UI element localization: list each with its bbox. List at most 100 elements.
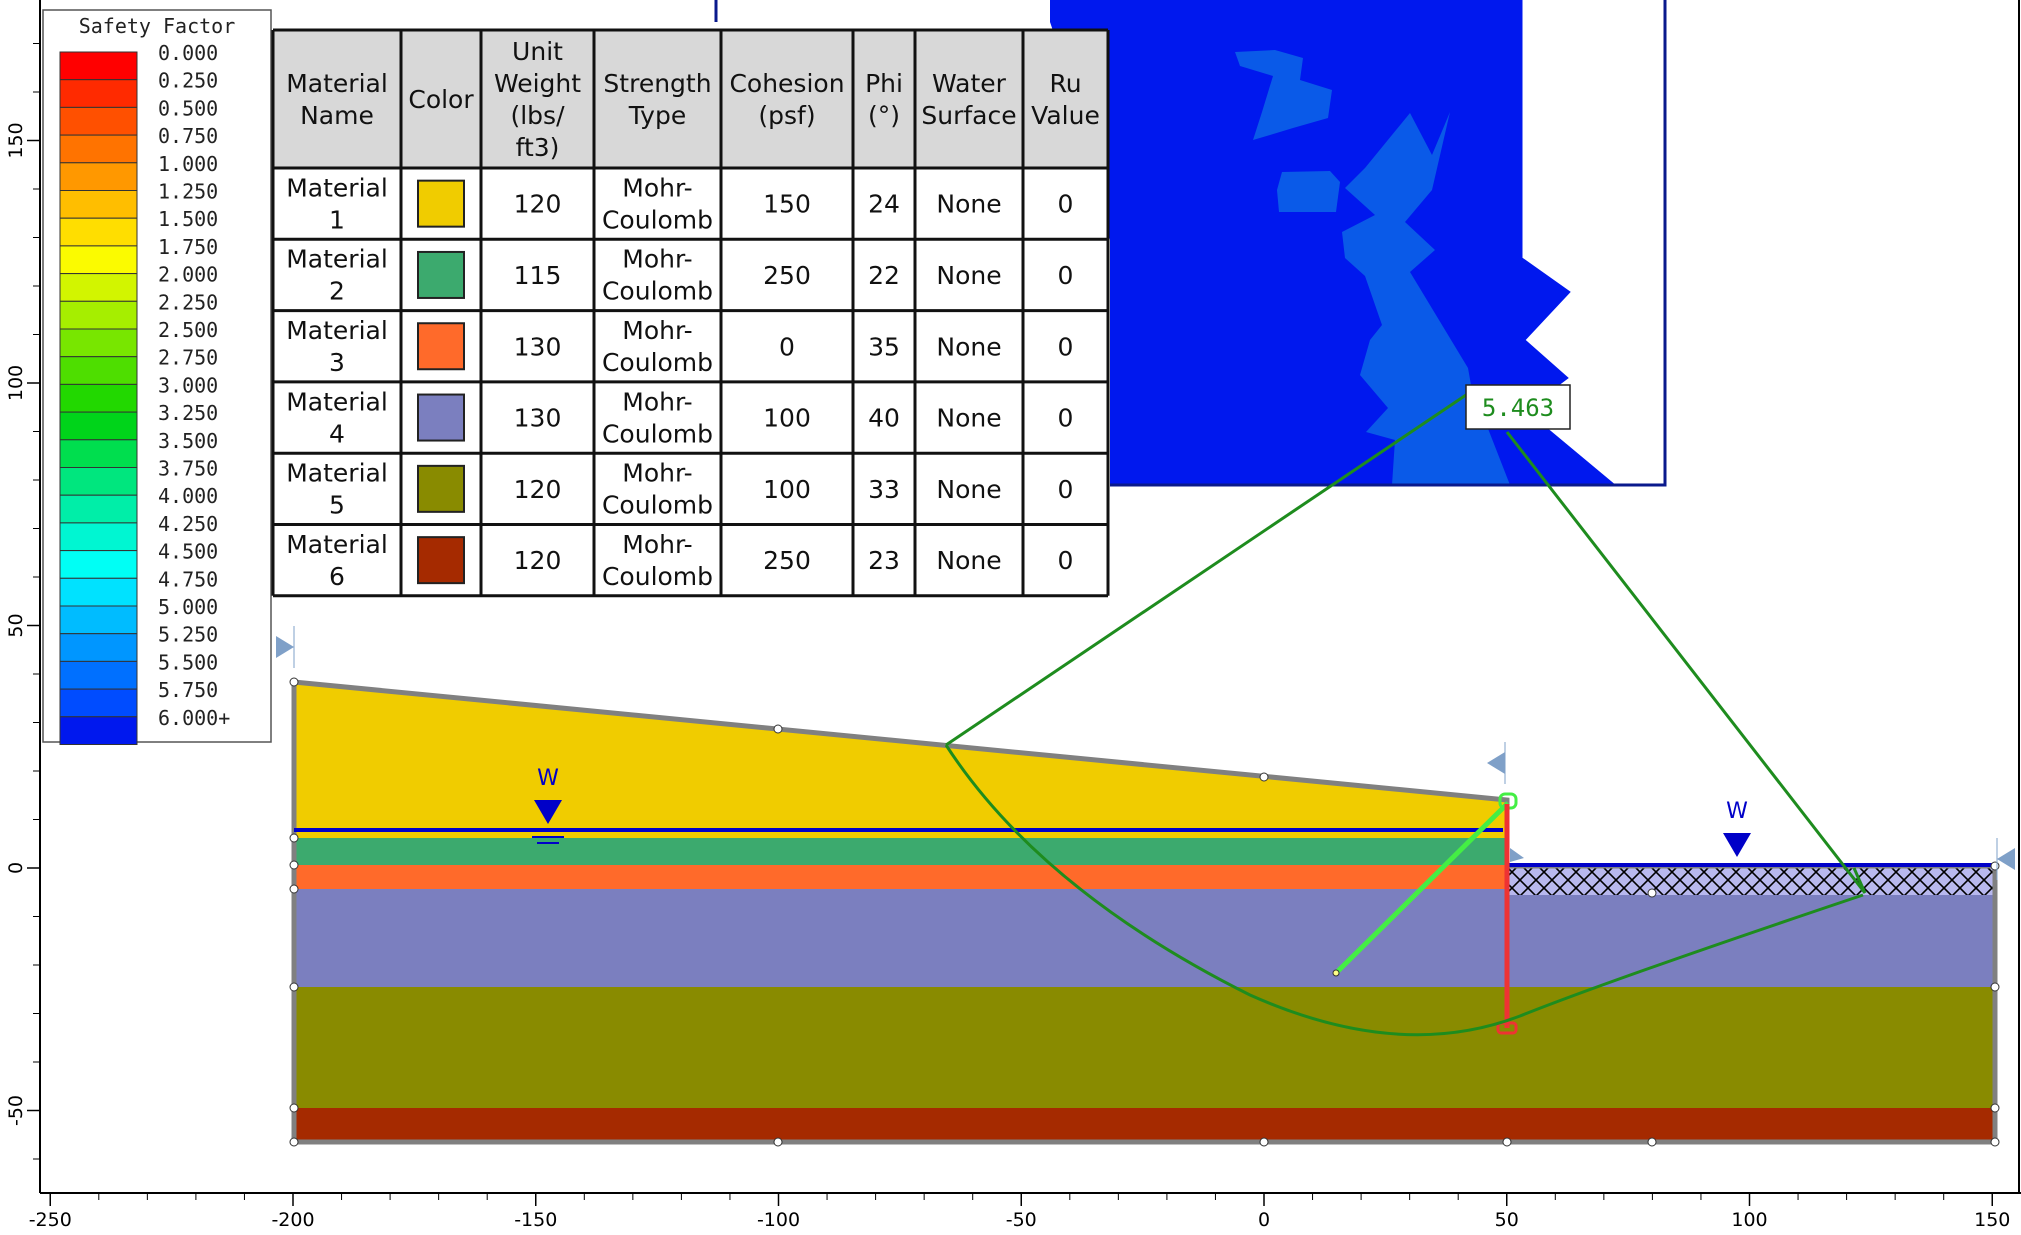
table-cell-text: Material Name bbox=[286, 69, 388, 130]
legend-label: 3.500 bbox=[158, 429, 218, 453]
x-tick-label: 0 bbox=[1258, 1209, 1270, 1231]
material-1-strip bbox=[294, 828, 1507, 838]
legend-swatch bbox=[59, 716, 138, 745]
table-cell-text: 22 bbox=[868, 261, 900, 290]
legend-swatch bbox=[59, 300, 138, 330]
water-marker-left: W bbox=[532, 766, 564, 844]
table-cell-text: Material 6 bbox=[286, 530, 388, 591]
legend-swatch bbox=[59, 688, 138, 718]
axes-frame bbox=[39, 0, 2021, 1194]
y-axis: 150 100 50 0 -50 bbox=[5, 43, 40, 1160]
table-cell-text: 120 bbox=[514, 546, 562, 575]
legend-label: 0.500 bbox=[158, 96, 218, 120]
table-cell-text: Material 3 bbox=[286, 316, 388, 377]
legend-swatch bbox=[59, 660, 138, 690]
table-cell-text: None bbox=[936, 404, 1001, 433]
legend-swatch bbox=[59, 134, 138, 164]
safety-factor-box bbox=[1465, 384, 1571, 430]
table-cell-text: Ru Value bbox=[1031, 69, 1100, 130]
legend-swatch bbox=[59, 106, 138, 136]
legend-swatch bbox=[59, 411, 138, 441]
material-color-swatch bbox=[417, 322, 465, 371]
table-cell-text: Mohr-Coulomb bbox=[602, 387, 713, 448]
x-tick-label: -200 bbox=[271, 1209, 314, 1231]
legend-label: 4.000 bbox=[158, 484, 218, 508]
legend-label: 5.000 bbox=[158, 595, 218, 619]
y-tick-label: 0 bbox=[5, 862, 27, 874]
legend-label: 5.500 bbox=[158, 650, 218, 674]
table-cell-text: 24 bbox=[868, 190, 900, 219]
table-cell-text: None bbox=[936, 190, 1001, 219]
slip-arc bbox=[944, 744, 1864, 1037]
anchor-support bbox=[1334, 801, 1510, 975]
legend-label: 4.500 bbox=[158, 540, 218, 564]
legend-swatch bbox=[59, 439, 138, 468]
x-tick-label: -150 bbox=[514, 1209, 557, 1231]
grid-contour-middle bbox=[1277, 171, 1340, 212]
soil-profile bbox=[276, 626, 2015, 1147]
legend-swatch bbox=[59, 51, 138, 81]
table-cell-text: 0 bbox=[1058, 190, 1074, 219]
water-marker-label: W bbox=[1726, 799, 1748, 824]
legend-swatch bbox=[59, 356, 138, 385]
legend-label: 3.750 bbox=[158, 457, 218, 481]
legend-label: 2.750 bbox=[158, 346, 218, 370]
legend-label: 6.000+ bbox=[158, 706, 230, 730]
grid-contour-upper bbox=[1235, 50, 1332, 140]
boundary-markers bbox=[276, 626, 2015, 880]
table-cell-text: 115 bbox=[514, 261, 562, 290]
table-cell-text: Material 5 bbox=[286, 459, 388, 520]
legend-label: 0.000 bbox=[158, 41, 218, 65]
legend-swatch bbox=[59, 494, 138, 524]
table-cell-text: Mohr-Coulomb bbox=[602, 459, 713, 520]
x-tick-label: -50 bbox=[1006, 1209, 1037, 1231]
material-1-layer bbox=[294, 682, 1507, 828]
table-cell-text: None bbox=[936, 475, 1001, 504]
legend-swatch bbox=[59, 162, 138, 192]
y-tick-label: 50 bbox=[5, 613, 27, 637]
water-marker-right: W bbox=[1723, 799, 1751, 857]
x-tick-label: -250 bbox=[29, 1209, 72, 1231]
table-cell-text: Mohr-Coulomb bbox=[602, 316, 713, 377]
safety-factor-value: 5.463 bbox=[1482, 394, 1554, 422]
legend-swatch bbox=[59, 79, 138, 108]
critical-slip-surface: 5.463 bbox=[944, 384, 1867, 1037]
table-cell-text: 0 bbox=[1058, 261, 1074, 290]
table-cell-text: 0 bbox=[779, 332, 795, 361]
table-cell-text: Material 2 bbox=[286, 245, 388, 306]
legend-swatch bbox=[59, 190, 138, 219]
legend-label: 2.500 bbox=[158, 318, 218, 342]
table-cell-text: Material 1 bbox=[286, 173, 388, 234]
material-color-swatch bbox=[417, 250, 465, 299]
y-tick-label: 100 bbox=[5, 365, 27, 401]
table-cell-text: Color bbox=[408, 85, 474, 114]
table-cell-text: Unit Weight (lbs/ft3) bbox=[494, 37, 581, 162]
legend-label: 1.750 bbox=[158, 235, 218, 259]
legend-label: 1.500 bbox=[158, 207, 218, 231]
support-elements bbox=[1332, 792, 1518, 1035]
table-cell-text: Mohr-Coulomb bbox=[602, 173, 713, 234]
table-cell-text: 100 bbox=[763, 404, 811, 433]
table-cell-text: 130 bbox=[514, 332, 562, 361]
legend-swatch bbox=[59, 383, 138, 413]
legend-swatch bbox=[59, 467, 138, 496]
table-cell-text: 150 bbox=[763, 190, 811, 219]
material-properties-table: Material Name Color Unit Weight (lbs/ft3) Stre… bbox=[271, 28, 1110, 598]
table-cell-text: Strength Type bbox=[603, 69, 711, 130]
legend-label: 5.250 bbox=[158, 623, 218, 647]
legend-label: 3.250 bbox=[158, 401, 218, 425]
table-cell-text: 250 bbox=[763, 546, 811, 575]
legend-label: 4.750 bbox=[158, 567, 218, 591]
legend-title: Safety Factor bbox=[79, 14, 236, 38]
table-cell-text: 0 bbox=[1058, 475, 1074, 504]
table-cell-text: 0 bbox=[1058, 404, 1074, 433]
legend-swatch bbox=[59, 217, 138, 247]
material-color-swatch bbox=[417, 393, 465, 442]
material-color-swatch bbox=[417, 179, 465, 228]
table-header-bg bbox=[273, 30, 1108, 168]
legend-swatch bbox=[59, 577, 138, 607]
legend-swatch bbox=[59, 605, 138, 635]
x-axis: -250 -200 -150 -100 -50 0 50 100 150 bbox=[29, 1193, 2010, 1231]
legend-swatch bbox=[59, 328, 138, 358]
table-cell-text: 0 bbox=[1058, 546, 1074, 575]
